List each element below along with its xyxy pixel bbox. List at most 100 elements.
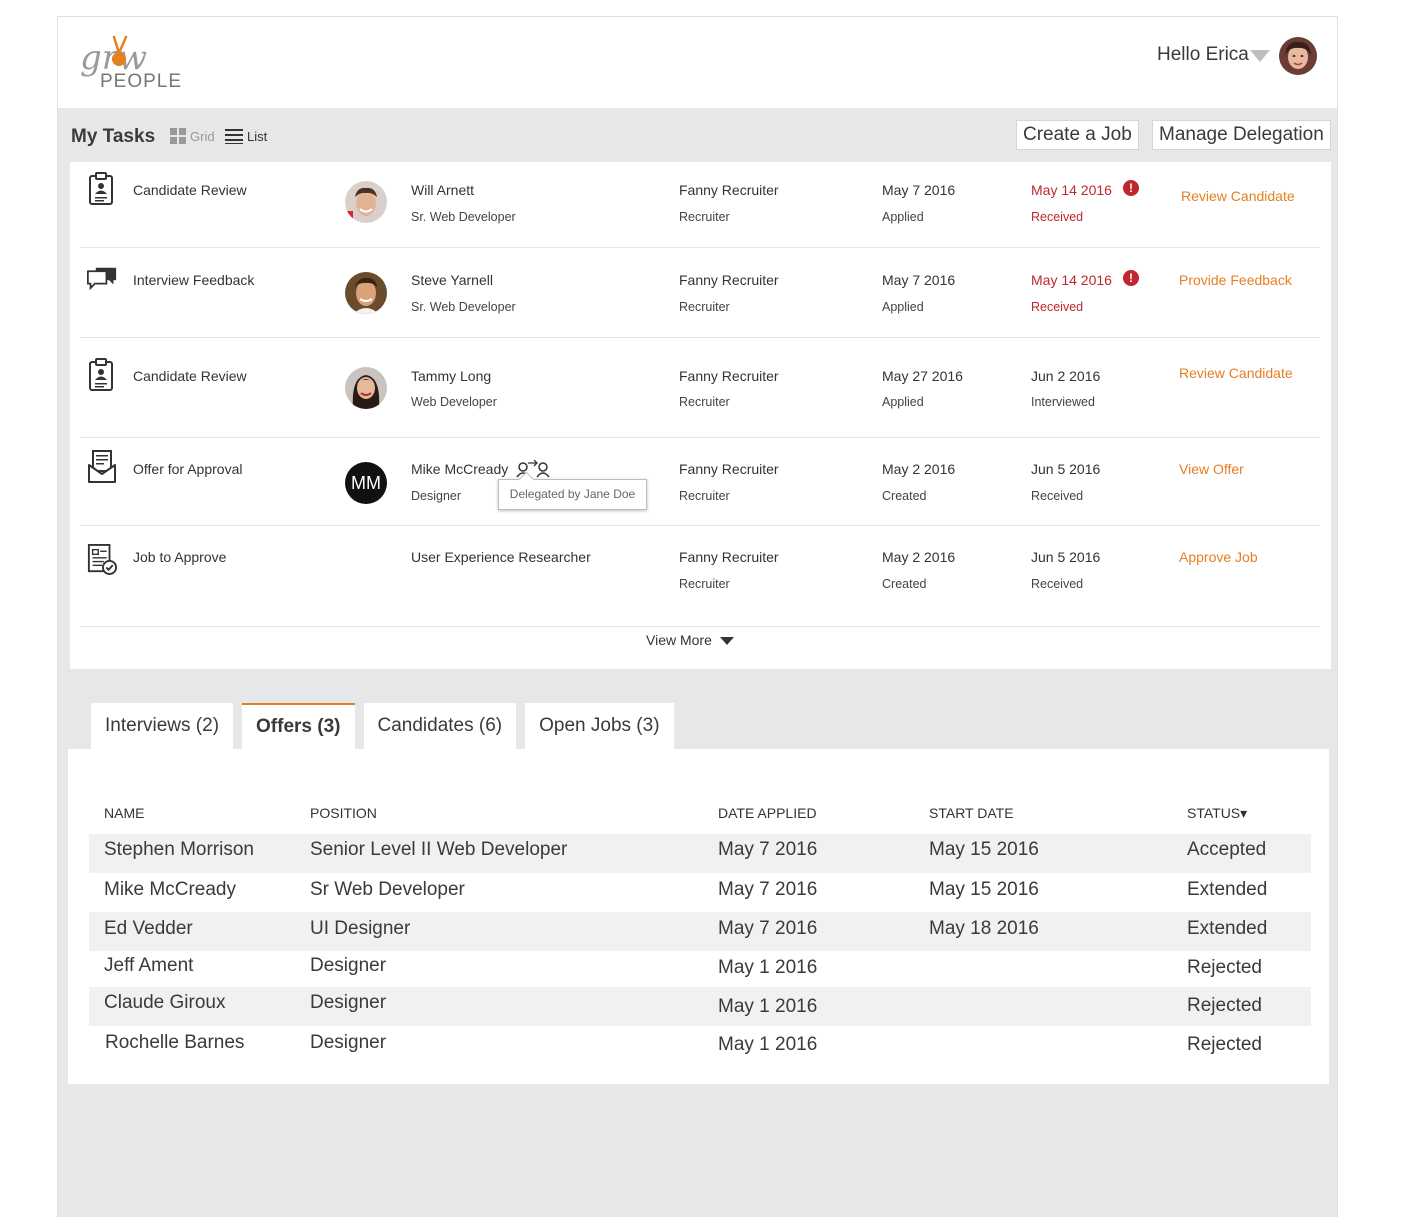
- owner-name: Fanny Recruiter: [679, 461, 779, 477]
- offer-status: Rejected: [1187, 995, 1262, 1016]
- table-row[interactable]: Rochelle Barnes Designer May 1 2016 Reje…: [89, 1026, 1311, 1065]
- task-row: Job to Approve User Experience Researche…: [80, 526, 1320, 627]
- owner-role: Recruiter: [679, 489, 730, 503]
- task-type: Candidate Review: [133, 368, 247, 384]
- avatar[interactable]: [345, 272, 387, 314]
- task-row: Candidate Review Tammy Long Web Develope…: [80, 338, 1320, 438]
- offer-name: Ed Vedder: [104, 918, 193, 939]
- offer-date-applied: May 7 2016: [718, 839, 818, 860]
- view-more-label: View More: [646, 632, 712, 648]
- owner-role: Recruiter: [679, 210, 730, 224]
- envelope-letter-icon: [88, 450, 116, 483]
- date-applied-label: Applied: [882, 210, 924, 224]
- job-title[interactable]: User Experience Researcher: [411, 549, 591, 565]
- date-received: Jun 2 2016: [1031, 368, 1101, 384]
- svg-text:PEOPLE: PEOPLE: [100, 71, 182, 91]
- offer-name: Mike McCready: [104, 879, 236, 900]
- task-type: Offer for Approval: [133, 461, 243, 477]
- column-header-name[interactable]: NAME: [104, 805, 145, 821]
- tab-bar: Interviews (2) Offers (3) Candidates (6)…: [91, 703, 674, 749]
- user-avatar[interactable]: [1279, 37, 1317, 75]
- date-applied: May 7 2016: [882, 272, 956, 288]
- offer-name: Jeff Ament: [104, 955, 194, 976]
- delegated-icon[interactable]: [516, 460, 550, 478]
- tab-candidates[interactable]: Candidates (6): [363, 703, 517, 749]
- owner-role: Recruiter: [679, 300, 730, 314]
- review-candidate-link[interactable]: Review Candidate: [1181, 188, 1295, 204]
- clipboard-person-icon: [89, 172, 113, 205]
- candidate-name[interactable]: Mike McCready: [411, 461, 509, 477]
- owner-name: Fanny Recruiter: [679, 549, 779, 565]
- candidate-name[interactable]: Will Arnett: [411, 182, 475, 198]
- candidate-position: Sr. Web Developer: [411, 210, 516, 224]
- table-row[interactable]: Claude Giroux Designer May 1 2016 Reject…: [89, 987, 1311, 1026]
- review-candidate-link[interactable]: Review Candidate: [1179, 365, 1293, 381]
- avatar-initials[interactable]: MM: [345, 462, 387, 504]
- clipboard-person-icon: [89, 358, 113, 391]
- column-header-start-date[interactable]: START DATE: [929, 805, 1014, 821]
- candidate-position: Sr. Web Developer: [411, 300, 516, 314]
- view-more-button[interactable]: View More: [646, 632, 734, 648]
- page-title: My Tasks: [71, 126, 156, 147]
- owner-name: Fanny Recruiter: [679, 272, 779, 288]
- date-received: Jun 5 2016: [1031, 549, 1101, 565]
- date-received: May 14 2016: [1031, 182, 1112, 198]
- create-job-button[interactable]: Create a Job: [1016, 120, 1139, 150]
- candidate-position: Web Developer: [411, 395, 497, 409]
- avatar[interactable]: [345, 181, 387, 223]
- document-check-icon: [87, 544, 117, 575]
- offer-status: Extended: [1187, 918, 1268, 939]
- date-received: May 14 2016: [1031, 272, 1112, 288]
- offer-status: Extended: [1187, 879, 1268, 900]
- date-received: Jun 5 2016: [1031, 461, 1101, 477]
- task-row: Interview Feedback Steve Yarnell Sr. Web…: [80, 248, 1320, 338]
- offer-date-applied: May 7 2016: [718, 879, 818, 900]
- candidate-name[interactable]: Tammy Long: [411, 368, 492, 384]
- view-offer-link[interactable]: View Offer: [1179, 461, 1244, 477]
- task-type: Job to Approve: [133, 549, 227, 565]
- offer-date-applied: May 1 2016: [718, 1034, 818, 1055]
- user-menu-chevron-down-icon[interactable]: [1250, 50, 1270, 62]
- column-header-status[interactable]: STATUS▾: [1187, 805, 1248, 821]
- list-view-toggle[interactable]: List: [225, 128, 267, 144]
- offer-start-date: May 18 2016: [929, 918, 1039, 939]
- table-row[interactable]: Stephen Morrison Senior Level II Web Dev…: [89, 834, 1311, 873]
- task-row: Offer for Approval MM Mike McCready Desi…: [80, 438, 1320, 526]
- delegation-tooltip: Delegated by Jane Doe: [498, 479, 647, 510]
- offers-table: NAME POSITION DATE APPLIED START DATE ST…: [68, 749, 1329, 1084]
- overdue-alert-icon: !: [1123, 180, 1139, 196]
- offer-position: UI Designer: [310, 918, 411, 939]
- task-type: Candidate Review: [133, 182, 247, 198]
- table-row[interactable]: Ed Vedder UI Designer May 7 2016 May 18 …: [89, 912, 1311, 951]
- date-applied-label: Created: [882, 489, 927, 503]
- provide-feedback-link[interactable]: Provide Feedback: [1179, 272, 1292, 288]
- offer-position: Sr Web Developer: [310, 879, 465, 900]
- avatar[interactable]: [345, 367, 387, 409]
- greeting: Hello Erica: [1157, 44, 1249, 65]
- candidate-name[interactable]: Steve Yarnell: [411, 272, 493, 288]
- approve-job-link[interactable]: Approve Job: [1179, 549, 1258, 565]
- logo[interactable]: grw PEOPLE: [78, 29, 188, 92]
- offer-name: Stephen Morrison: [104, 839, 254, 860]
- tab-interviews[interactable]: Interviews (2): [91, 703, 234, 749]
- owner-name: Fanny Recruiter: [679, 182, 779, 198]
- date-applied-label: Applied: [882, 300, 924, 314]
- table-row[interactable]: Jeff Ament Designer May 1 2016 Rejected: [89, 951, 1311, 990]
- tab-open-jobs[interactable]: Open Jobs (3): [525, 703, 674, 749]
- grid-view-toggle[interactable]: Grid: [170, 128, 215, 144]
- column-header-date-applied[interactable]: DATE APPLIED: [718, 805, 817, 821]
- chat-bubbles-icon: [87, 267, 117, 291]
- column-header-position[interactable]: POSITION: [310, 805, 377, 821]
- date-received-label: Received: [1031, 489, 1084, 503]
- candidate-position: Designer: [411, 489, 462, 503]
- list-view-label: List: [247, 128, 268, 144]
- date-received-label: Received: [1031, 300, 1084, 314]
- manage-delegation-button[interactable]: Manage Delegation: [1152, 120, 1331, 150]
- date-received-label: Received: [1031, 577, 1084, 591]
- tab-offers[interactable]: Offers (3): [242, 703, 355, 749]
- table-row[interactable]: Mike McCready Sr Web Developer May 7 201…: [89, 873, 1311, 912]
- task-type: Interview Feedback: [133, 272, 255, 288]
- date-applied: May 7 2016: [882, 182, 956, 198]
- offer-name: Rochelle Barnes: [105, 1032, 245, 1053]
- date-created-label: Created: [882, 577, 927, 591]
